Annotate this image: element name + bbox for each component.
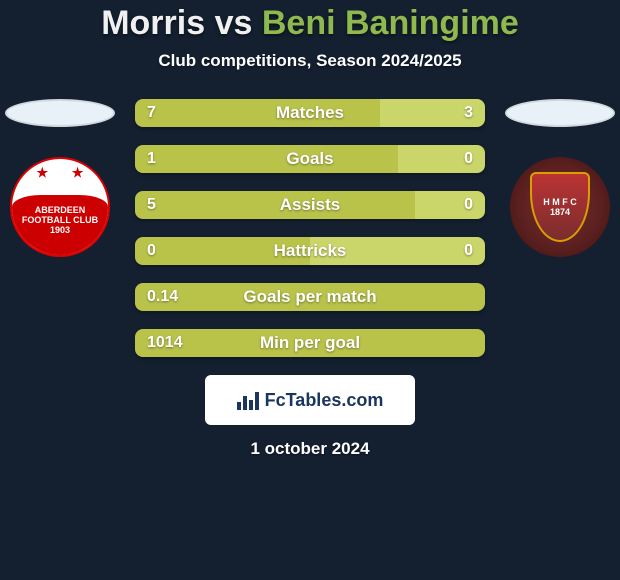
stat-row: Assists5 0: [135, 191, 485, 219]
stat-value-right: 0: [464, 145, 473, 173]
title-vs: vs: [215, 4, 253, 42]
infographic-container: Morris vs Beni Baningime Club competitio…: [0, 0, 620, 580]
stat-label: Hattricks: [135, 237, 485, 265]
crest-column-left: ★ ★ ABERDEEN FOOTBALL CLUB 1903: [0, 99, 120, 257]
stat-value-left: 1: [147, 145, 156, 173]
footer-date: 1 october 2024: [0, 439, 620, 459]
stat-value-left: 0.14: [147, 283, 178, 311]
stat-row: Goals per match0.14: [135, 283, 485, 311]
stat-row: Matches7 3: [135, 99, 485, 127]
crest-left-text: ABERDEEN FOOTBALL CLUB 1903: [12, 178, 108, 236]
stat-label: Goals: [135, 145, 485, 173]
stat-value-right: 0: [464, 191, 473, 219]
footer-logo-text: FcTables.com: [265, 390, 384, 411]
stat-label: Matches: [135, 99, 485, 127]
crest-column-right: H M F C 1874: [500, 99, 620, 257]
crest-right-text: H M F C 1874: [530, 172, 590, 242]
body-area: ★ ★ ABERDEEN FOOTBALL CLUB 1903 H M F C …: [0, 99, 620, 459]
stat-row: Goals1 0: [135, 145, 485, 173]
stat-value-right: 3: [464, 99, 473, 127]
club-crest-left: ★ ★ ABERDEEN FOOTBALL CLUB 1903: [10, 157, 110, 257]
stat-value-left: 1014: [147, 329, 183, 357]
stat-value-left: 5: [147, 191, 156, 219]
stat-value-left: 0: [147, 237, 156, 265]
page-title: Morris vs Beni Baningime: [0, 0, 620, 43]
stat-row: Min per goal1014: [135, 329, 485, 357]
subtitle: Club competitions, Season 2024/2025: [0, 51, 620, 71]
club-crest-right: H M F C 1874: [510, 157, 610, 257]
stat-value-right: 0: [464, 237, 473, 265]
stat-value-left: 7: [147, 99, 156, 127]
title-player-right: Beni Baningime: [262, 4, 519, 42]
stat-row: Hattricks0 0: [135, 237, 485, 265]
title-player-left: Morris: [101, 4, 205, 42]
player-portrait-placeholder-right: [505, 99, 615, 127]
bar-chart-icon: [237, 390, 259, 410]
stat-label: Assists: [135, 191, 485, 219]
stat-label: Goals per match: [135, 283, 485, 311]
stat-label: Min per goal: [135, 329, 485, 357]
footer-logo: FcTables.com: [205, 375, 415, 425]
stats-bars: Matches73Goals10Assists50Hattricks00Goal…: [135, 99, 485, 357]
player-portrait-placeholder-left: [5, 99, 115, 127]
